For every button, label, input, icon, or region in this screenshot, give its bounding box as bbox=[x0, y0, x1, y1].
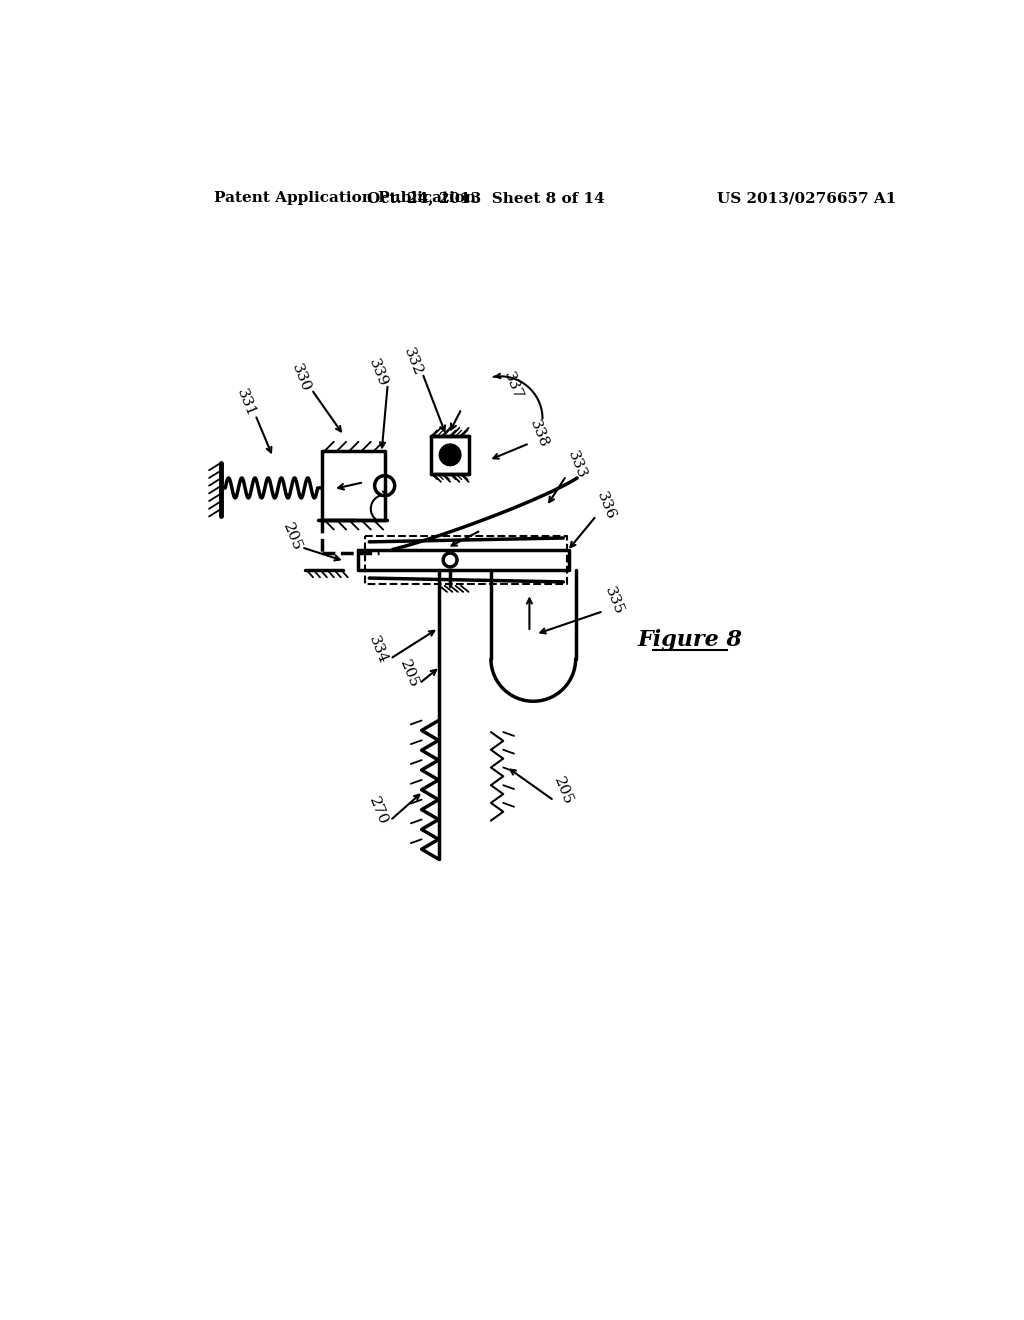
Text: 338: 338 bbox=[526, 418, 551, 450]
Text: 205: 205 bbox=[281, 521, 304, 553]
Text: 332: 332 bbox=[401, 346, 425, 378]
Circle shape bbox=[439, 444, 461, 466]
Text: Patent Application Publication: Patent Application Publication bbox=[214, 191, 476, 206]
Text: 336: 336 bbox=[595, 490, 618, 523]
Text: 337: 337 bbox=[502, 370, 525, 401]
Text: 333: 333 bbox=[565, 449, 589, 480]
Text: 331: 331 bbox=[234, 387, 258, 420]
Text: US 2013/0276657 A1: US 2013/0276657 A1 bbox=[717, 191, 896, 206]
Text: Oct. 24, 2013  Sheet 8 of 14: Oct. 24, 2013 Sheet 8 of 14 bbox=[368, 191, 605, 206]
Text: 334: 334 bbox=[367, 634, 390, 665]
Text: 335: 335 bbox=[602, 585, 626, 618]
Text: 270: 270 bbox=[367, 795, 390, 828]
Text: 330: 330 bbox=[290, 362, 313, 393]
Text: 205: 205 bbox=[551, 775, 575, 808]
Text: 205: 205 bbox=[397, 659, 421, 690]
Text: Figure 8: Figure 8 bbox=[637, 630, 742, 652]
Text: 339: 339 bbox=[367, 356, 390, 388]
